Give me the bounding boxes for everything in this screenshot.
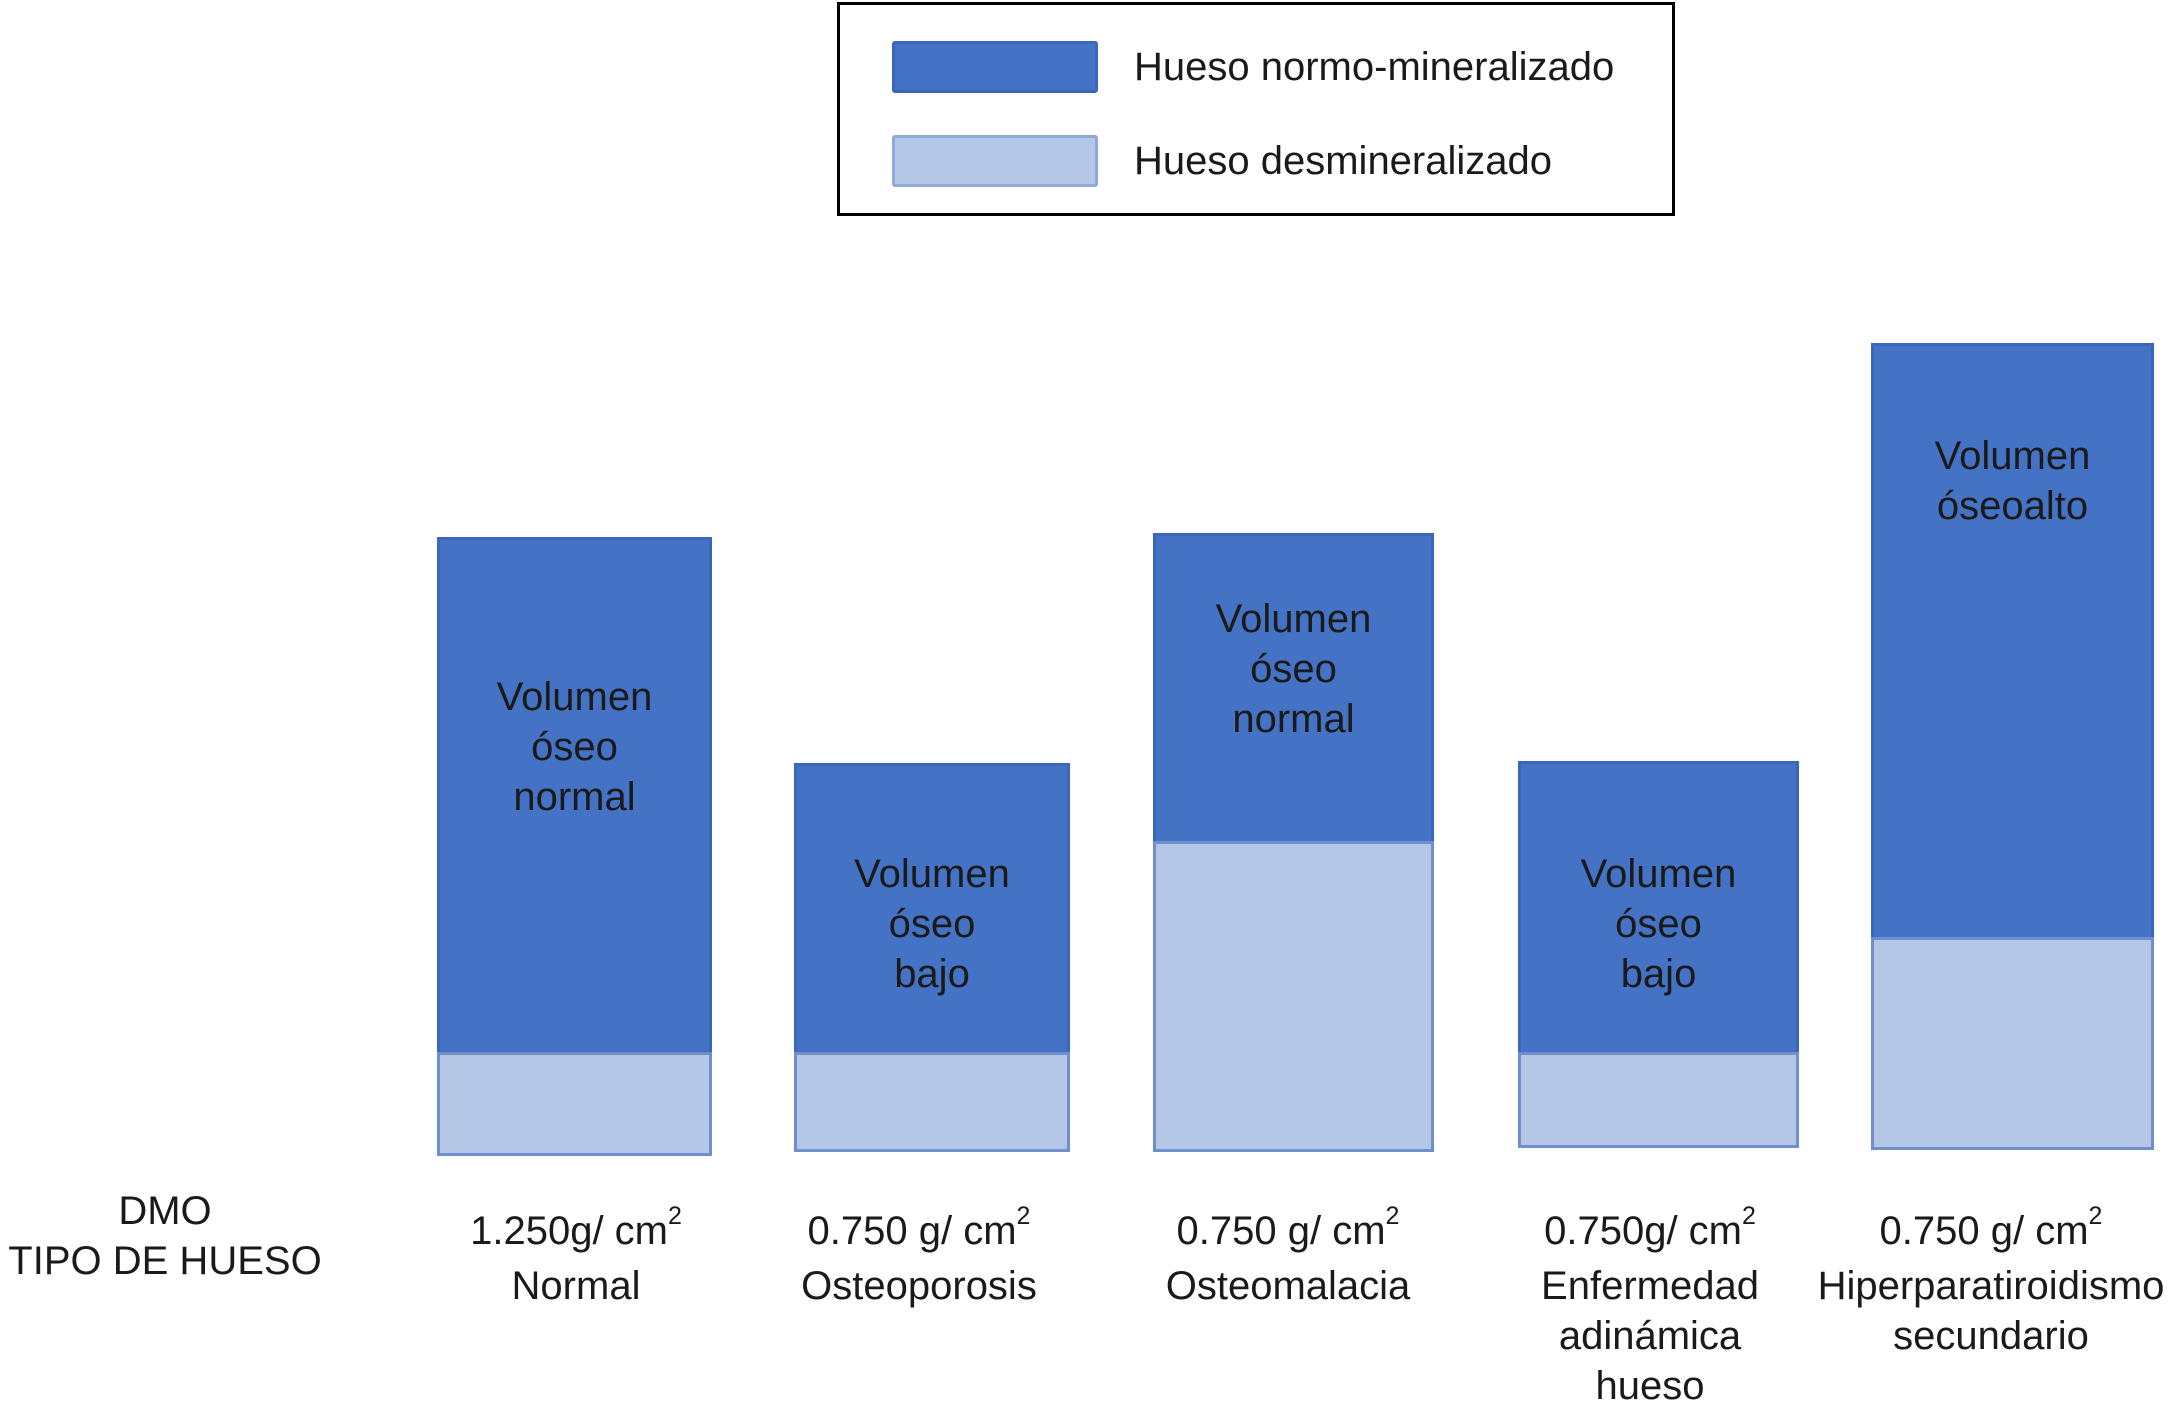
row-labels: DMO TIPO DE HUESO — [0, 1186, 330, 1286]
bar-enfermedad-adinamica: Volumen óseo bajo — [1518, 761, 1799, 1148]
tipo-hueso-row-label: TIPO DE HUESO — [8, 1239, 322, 1283]
category-label-normal: 1.250g/ cm2 Normal — [411, 1202, 741, 1311]
dmo-exponent: 2 — [1741, 1202, 1756, 1230]
bone-type: Normal — [511, 1264, 641, 1308]
dmo-row-label: DMO — [118, 1189, 212, 1233]
segment-normo-mineralizado — [1871, 343, 2154, 940]
dmo-exponent: 2 — [1016, 1202, 1031, 1230]
legend-swatch-normo — [892, 41, 1098, 93]
bar-volume-label: Volumen óseoalto — [1934, 434, 2091, 528]
legend-item-normo: Hueso normo-mineralizado — [892, 41, 1614, 93]
bar-osteomalacia: Volumen óseo normal — [1153, 533, 1434, 1152]
bone-type: Hiperparatiroidismo secundario — [1817, 1264, 2165, 1358]
segment-normo-mineralizado — [437, 537, 712, 1055]
segment-desmineralizado — [794, 1052, 1070, 1152]
bar-normal: Volumen óseo normal — [437, 537, 712, 1156]
segment-desmineralizado — [1153, 841, 1434, 1152]
bar-volume-label: Volumen óseo bajo — [1580, 852, 1737, 996]
bar-volume-label: Volumen óseo normal — [1215, 597, 1372, 741]
bar-hiperparatiroidismo: Volumen óseoalto — [1871, 343, 2154, 1150]
dmo-value: 0.750 g/ cm2 — [1176, 1202, 1400, 1253]
category-label-osteomalacia: 0.750 g/ cm2 Osteomalacia — [1133, 1202, 1443, 1311]
legend-swatch-desmineralizado — [892, 135, 1098, 187]
legend: Hueso normo-mineralizado Hueso desminera… — [837, 2, 1675, 216]
dmo-exponent: 2 — [667, 1202, 682, 1230]
legend-label-normo: Hueso normo-mineralizado — [1134, 44, 1615, 89]
category-label-enfermedad-adinamica: 0.750g/ cm2 Enfermedad adinámica hueso — [1500, 1202, 1800, 1411]
segment-normo-mineralizado — [1518, 761, 1799, 1055]
segment-desmineralizado — [437, 1052, 712, 1156]
dmo-exponent: 2 — [2088, 1202, 2103, 1230]
dmo-value: 0.750 g/ cm2 — [1879, 1202, 2103, 1253]
bone-type: Osteoporosis — [801, 1264, 1037, 1308]
dmo-value: 1.250g/ cm2 — [470, 1202, 682, 1253]
segment-normo-mineralizado — [794, 763, 1070, 1055]
bone-type: Enfermedad adinámica hueso — [1541, 1264, 1759, 1408]
bar-volume-label: Volumen óseo bajo — [854, 852, 1010, 996]
bar-osteoporosis: Volumen óseo bajo — [794, 763, 1070, 1152]
category-label-osteoporosis: 0.750 g/ cm2 Osteoporosis — [769, 1202, 1069, 1311]
legend-label-desmineralizado: Hueso desmineralizado — [1134, 138, 1553, 183]
dmo-value: 0.750g/ cm2 — [1544, 1202, 1756, 1253]
legend-item-desmineralizado: Hueso desmineralizado — [892, 135, 1552, 187]
segment-desmineralizado — [1518, 1052, 1799, 1148]
category-label-hiperparatiroidismo: 0.750 g/ cm2 Hiperparatiroidismo secunda… — [1806, 1202, 2176, 1361]
bar-volume-label: Volumen óseo normal — [496, 675, 653, 819]
bone-type: Osteomalacia — [1165, 1264, 1411, 1308]
dmo-exponent: 2 — [1385, 1202, 1400, 1230]
dmo-value: 0.750 g/ cm2 — [807, 1202, 1031, 1253]
segment-desmineralizado — [1871, 937, 2154, 1150]
